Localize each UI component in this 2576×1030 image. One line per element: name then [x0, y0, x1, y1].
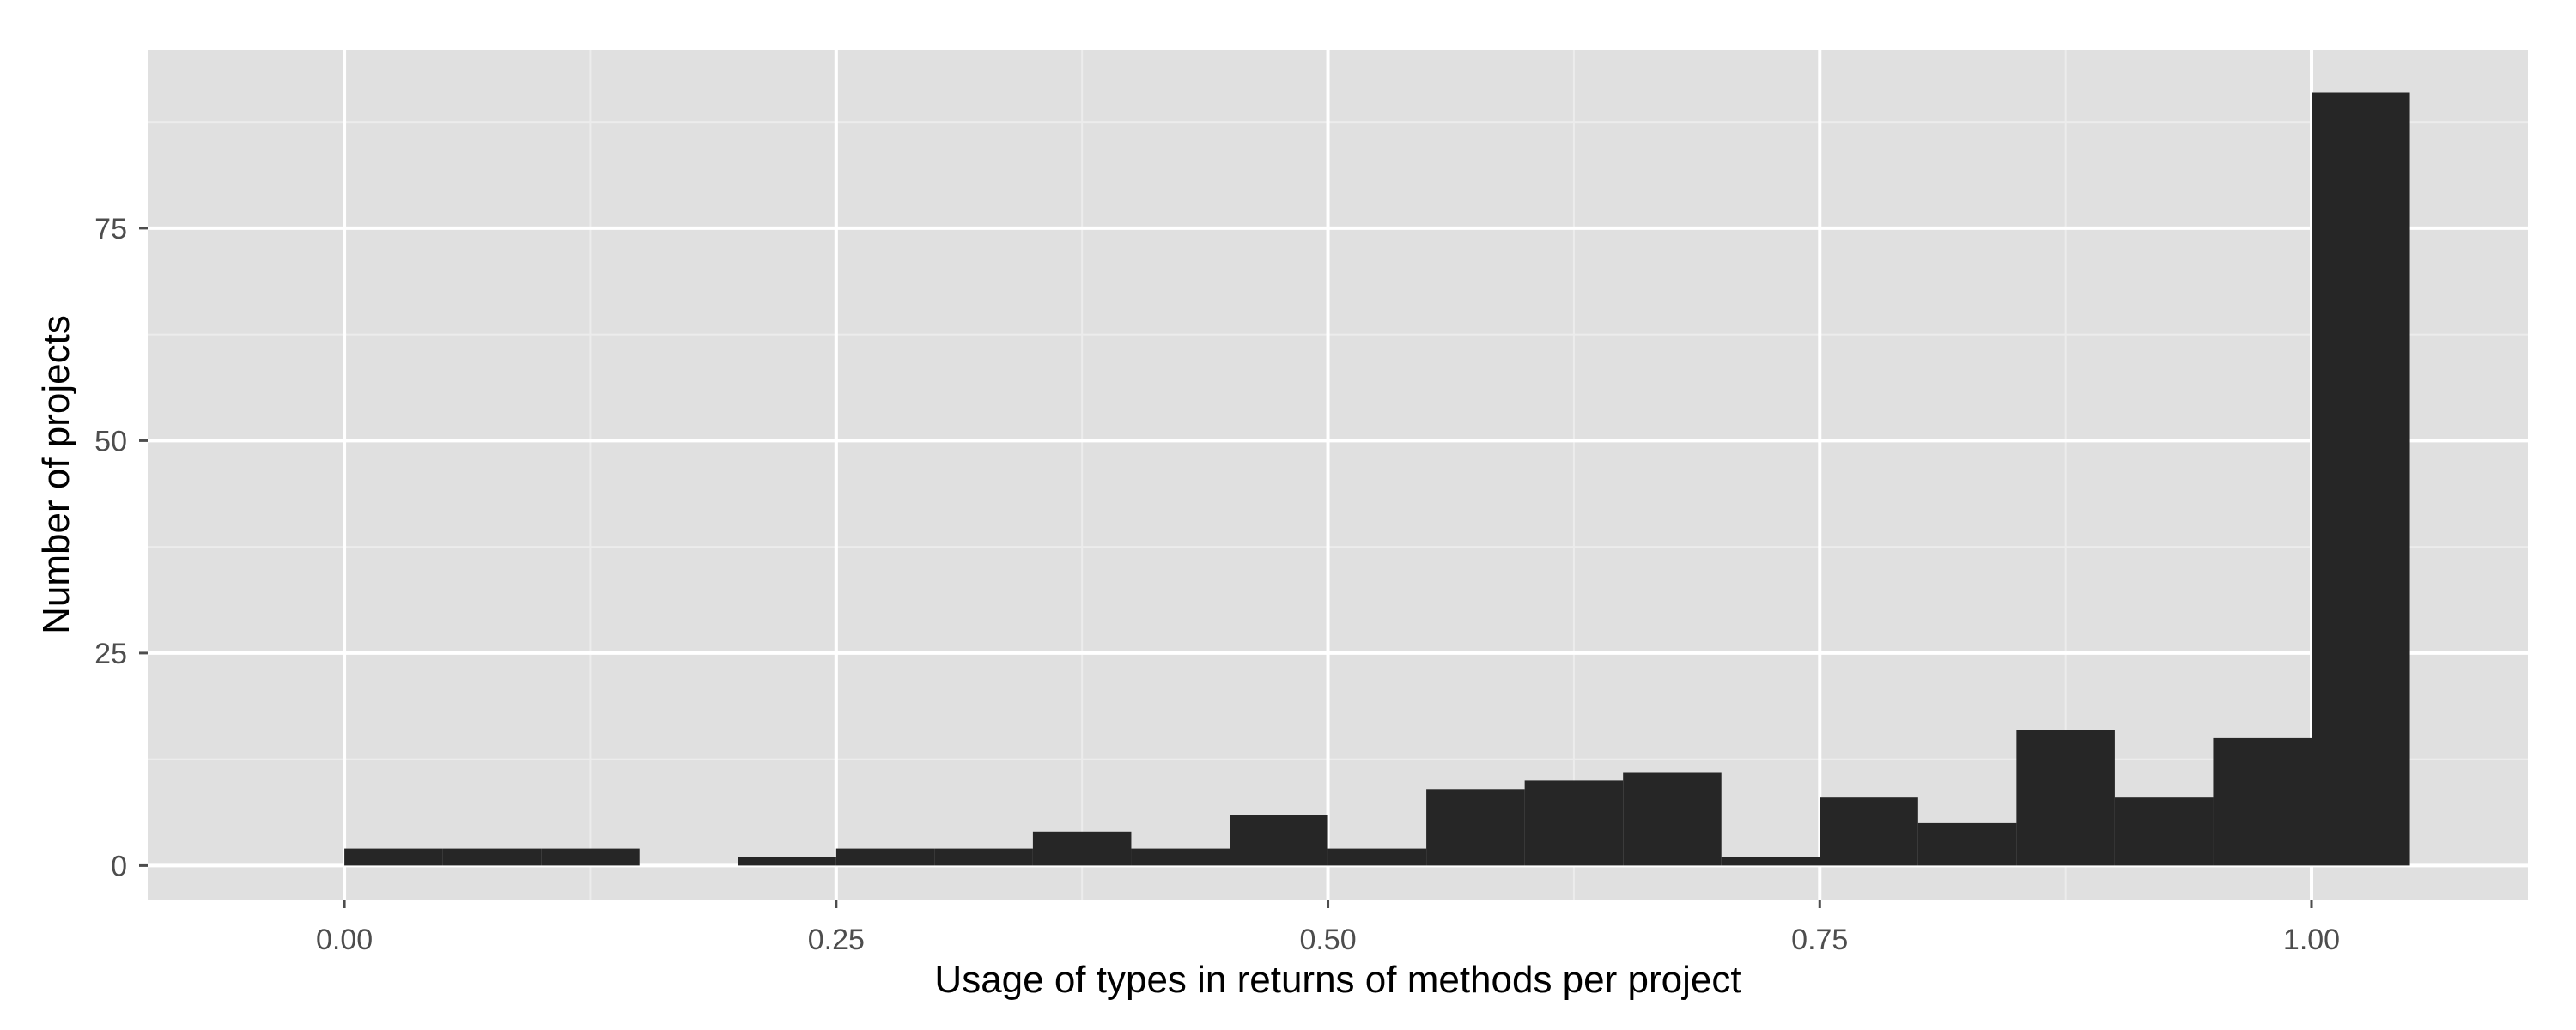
histogram-bar [1623, 772, 1722, 866]
y-tick-label: 0 [111, 850, 127, 882]
x-axis-title: Usage of types in returns of methods per… [934, 959, 1741, 1001]
histogram-bar [1426, 789, 1525, 866]
x-tick-label: 0.75 [1791, 924, 1848, 956]
histogram-bar [1230, 815, 1328, 866]
x-axis: 0.00 0.25 0.50 0.75 1.00 [316, 900, 2340, 956]
histogram-bar [1917, 822, 2017, 866]
histogram-bar [442, 848, 542, 866]
x-tick-label: 0.50 [1299, 924, 1356, 956]
histogram-bar [2213, 737, 2312, 866]
histogram-bar [835, 848, 935, 866]
x-tick-label: 1.00 [2283, 924, 2340, 956]
y-tick-label: 50 [94, 425, 127, 457]
y-axis-title: Number of projects [35, 315, 77, 634]
histogram-bar [934, 848, 1033, 866]
y-tick-label: 75 [94, 213, 127, 245]
histogram-bar [2312, 92, 2410, 866]
histogram-bar [1327, 848, 1427, 866]
minor-gridlines [148, 50, 2528, 900]
histogram-bar [2016, 730, 2115, 866]
y-axis: 0 25 50 75 [94, 213, 148, 882]
panel-background [148, 50, 2528, 900]
histogram-bar [1131, 848, 1230, 866]
histogram-bar [541, 848, 640, 866]
histogram-bar [1524, 780, 1624, 866]
x-tick-label: 0.25 [808, 924, 865, 956]
histogram-bar [1032, 831, 1132, 866]
histogram-bar [1820, 797, 1918, 866]
histogram-bar [738, 857, 836, 866]
histogram-bar [2114, 797, 2214, 866]
histogram-bars [344, 92, 2410, 866]
x-tick-label: 0.00 [316, 924, 373, 956]
histogram-bar [344, 848, 443, 866]
histogram-bar [1721, 857, 1820, 866]
y-tick-label: 25 [94, 638, 127, 670]
